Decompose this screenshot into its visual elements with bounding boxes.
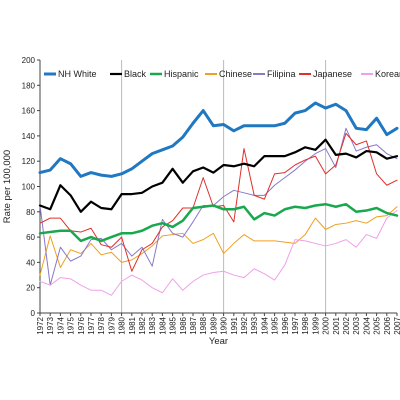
x-tick-label-2004: 2004 [362, 316, 371, 334]
x-tick-label-1976: 1976 [77, 316, 86, 334]
x-tick-label-1998: 1998 [301, 316, 310, 334]
x-tick-label-1984: 1984 [158, 316, 167, 334]
x-tick-label-1996: 1996 [281, 316, 290, 334]
y-axis-title: Rate per 100,000 [2, 150, 13, 223]
x-tick-label-1988: 1988 [199, 316, 208, 334]
legend-label-chinese: Chinese [219, 69, 252, 79]
x-tick-label-2007: 2007 [393, 316, 400, 334]
x-tick-label-1991: 1991 [230, 316, 239, 334]
legend-label-nh-white: NH White [58, 69, 97, 79]
y-tick-label-80: 80 [26, 208, 35, 217]
series-line-chinese [39, 206, 398, 276]
series-line-hispanic [38, 202, 399, 243]
x-tick-label-1986: 1986 [179, 316, 188, 334]
x-tick-label-1994: 1994 [260, 316, 269, 334]
series-line-black [38, 138, 399, 213]
x-tick-label-2002: 2002 [342, 316, 351, 334]
series-lines [38, 101, 399, 296]
x-tick-label-1989: 1989 [209, 316, 218, 334]
x-tick-label-1987: 1987 [189, 316, 198, 334]
y-tick-label-200: 200 [22, 56, 36, 65]
x-tick-label-2006: 2006 [383, 316, 392, 334]
legend-label-korean: Korean [375, 69, 400, 79]
y-tick-label-0: 0 [31, 309, 36, 318]
series-line-korean [39, 210, 398, 296]
y-tick-label-160: 160 [22, 107, 36, 116]
x-tick-label-1990: 1990 [220, 316, 229, 334]
legend-label-filipina: Filipina [267, 69, 296, 79]
x-tick-label-2003: 2003 [352, 316, 361, 334]
x-tick-label-1972: 1972 [36, 316, 45, 334]
x-tick-label-2000: 2000 [322, 316, 331, 334]
x-tick-label-1978: 1978 [97, 316, 106, 334]
x-tick-label-1979: 1979 [107, 316, 116, 334]
y-tick-label-60: 60 [26, 233, 35, 242]
x-tick-label-1974: 1974 [56, 316, 65, 334]
y-tick-label-180: 180 [22, 81, 36, 90]
y-tick-label-100: 100 [22, 183, 36, 192]
x-tick-label-1980: 1980 [118, 316, 127, 334]
x-tick-label-1993: 1993 [250, 316, 259, 334]
legend-label-black: Black [124, 69, 147, 79]
legend-label-hispanic: Hispanic [164, 69, 199, 79]
y-tick-label-120: 120 [22, 157, 36, 166]
x-tick-label-1982: 1982 [138, 316, 147, 334]
x-axis-title: Year [209, 336, 228, 347]
x-tick-label-1983: 1983 [148, 316, 157, 334]
x-tick-label-1992: 1992 [240, 316, 249, 334]
x-tick-label-1975: 1975 [67, 316, 76, 334]
x-tick-label-1981: 1981 [128, 316, 137, 334]
x-tick-label-2001: 2001 [332, 316, 341, 334]
y-tick-label-20: 20 [26, 284, 35, 293]
legend-label-japanese: Japanese [313, 69, 352, 79]
legend: NH White Black Hispanic Chinese Filipina Japa… [44, 69, 400, 79]
y-tick-label-140: 140 [22, 132, 36, 141]
x-tick-label-1997: 1997 [291, 316, 300, 334]
series-line-nh-white [38, 101, 399, 178]
x-tick-label-1973: 1973 [46, 316, 55, 334]
x-tick-label-1999: 1999 [311, 316, 320, 334]
x-tick-label-1977: 1977 [87, 316, 96, 334]
x-tick-label-2005: 2005 [373, 316, 382, 334]
x-tick-label-1985: 1985 [169, 316, 178, 334]
y-tick-label-40: 40 [26, 258, 35, 267]
x-tick-label-1995: 1995 [271, 316, 280, 334]
